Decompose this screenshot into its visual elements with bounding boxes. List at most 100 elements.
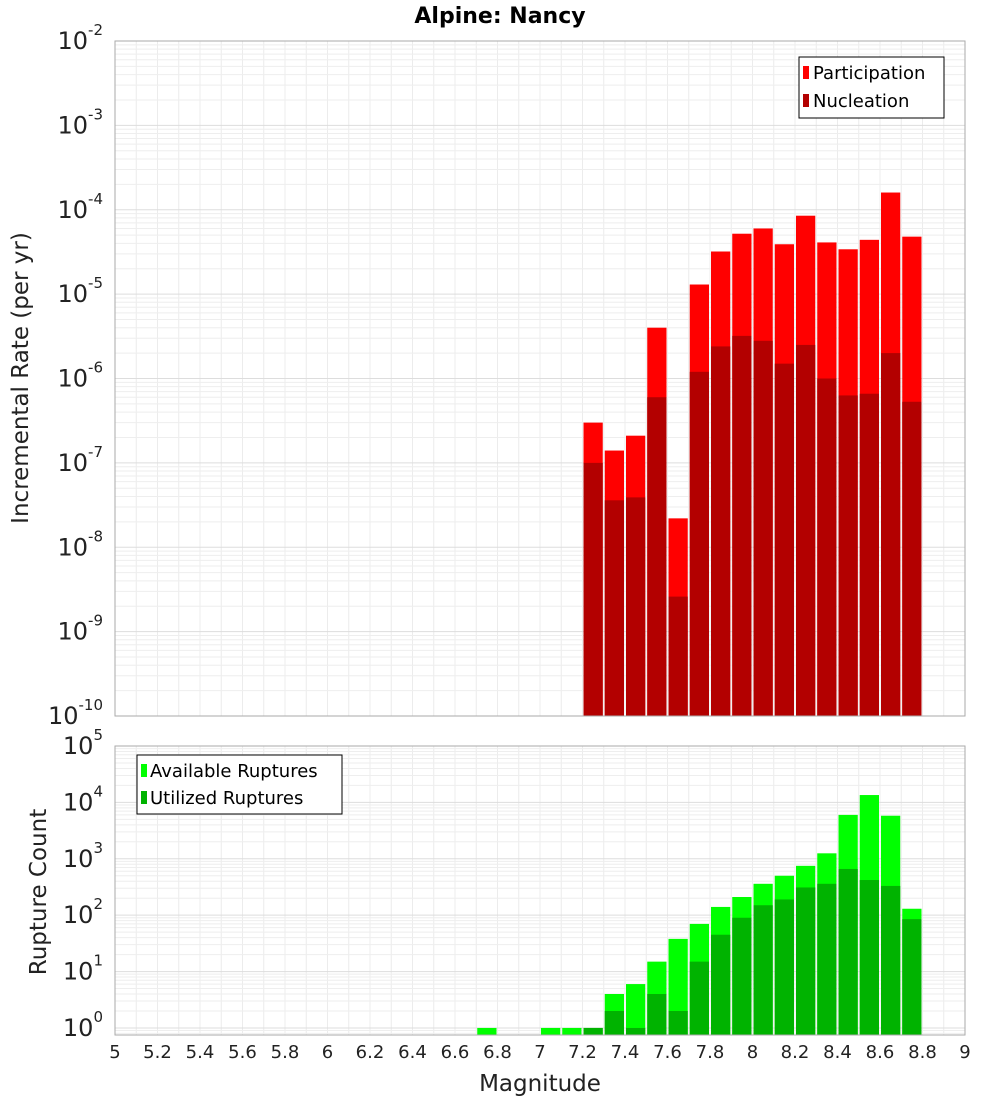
bottom-bar-series2 — [668, 1010, 688, 1035]
y-tick-label: 10-4 — [57, 190, 103, 224]
top-bar-series2 — [859, 393, 879, 716]
y-tick-label: 10-3 — [57, 105, 103, 139]
x-tick-label: 8.6 — [866, 1042, 895, 1063]
top-bar-series2 — [732, 335, 752, 716]
legend-label-participation: Participation — [813, 63, 925, 84]
bottom-bar-series1 — [477, 1027, 497, 1035]
bottom-bar-series1 — [562, 1027, 582, 1035]
top-plot-frame — [114, 40, 966, 717]
x-tick-labels: 5 5.2 5.4 5.6 5.8 6 6.2 6.4 6.6 6.8 7 7.2 7.4 7.6 7.8 8… — [109, 1042, 970, 1063]
bottom-plot-frame — [114, 745, 966, 1036]
bottom-y-axis-label: Rupture Count — [26, 809, 52, 975]
x-tick-label: 7 — [534, 1042, 545, 1063]
legend-label-utilized: Utilized Ruptures — [150, 788, 303, 809]
top-bar-series2 — [881, 353, 901, 716]
y-tick-label: 102 — [63, 895, 103, 929]
x-tick-label: 8.4 — [823, 1042, 852, 1063]
y-tick-label: 10-7 — [57, 443, 103, 477]
top-bar-series2 — [838, 395, 858, 716]
bottom-bar-series2 — [647, 994, 667, 1035]
y-tick-label: 101 — [63, 952, 103, 986]
top-bar-series2 — [774, 363, 794, 716]
bottom-bar-series2 — [626, 1027, 646, 1035]
top-y-ticks: 10-10 10-9 10-8 10-7 10-6 10-5 10-4 10-3 10-2 — [48, 21, 103, 730]
y-tick-label: 10-5 — [57, 274, 103, 308]
y-tick-label: 10-10 — [48, 696, 103, 730]
x-tick-label: 6.4 — [398, 1042, 427, 1063]
top-legend-box — [798, 56, 945, 119]
x-tick-label: 6.6 — [441, 1042, 470, 1063]
bottom-bar-series2 — [817, 883, 837, 1035]
x-tick-label: 7.4 — [611, 1042, 640, 1063]
bottom-bar-series1 — [668, 938, 688, 1035]
x-tick-label: 5.4 — [186, 1042, 215, 1063]
bottom-bar-series2 — [838, 868, 858, 1035]
x-tick-label: 7.6 — [653, 1042, 682, 1063]
bottom-bar-series2 — [796, 887, 816, 1035]
x-tick-label: 5 — [109, 1042, 120, 1063]
y-tick-label: 10-2 — [57, 21, 103, 55]
top-bar-series2 — [626, 497, 646, 716]
y-tick-label: 103 — [63, 839, 103, 873]
top-bar-series2 — [817, 378, 837, 716]
top-bar-series2 — [604, 500, 624, 716]
y-tick-label: 10-9 — [57, 612, 103, 646]
chart-title: Alpine: Nancy — [414, 4, 585, 29]
bottom-bar-series2 — [859, 880, 879, 1035]
legend-label-nucleation: Nucleation — [813, 91, 909, 112]
top-bar-series2 — [647, 397, 667, 716]
top-bar-series2 — [711, 346, 731, 716]
top-grid — [114, 40, 966, 717]
bottom-legend: Available Ruptures Utilized Ruptures — [136, 754, 343, 815]
x-tick-label: 8.2 — [781, 1042, 810, 1063]
top-bar-series2 — [583, 462, 603, 716]
x-tick-label: 5.8 — [271, 1042, 300, 1063]
legend-swatch-available — [141, 764, 147, 777]
bottom-bars — [477, 795, 922, 1035]
y-tick-label: 10-8 — [57, 527, 103, 561]
top-bar-series2 — [668, 596, 688, 716]
x-tick-label: 5.2 — [143, 1042, 172, 1063]
x-tick-label: 7.2 — [568, 1042, 597, 1063]
x-tick-label: 9 — [959, 1042, 970, 1063]
bottom-bar-series2 — [604, 1010, 624, 1035]
x-tick-label: 5.6 — [228, 1042, 257, 1063]
x-axis-label: Magnitude — [479, 1071, 601, 1097]
x-tick-label: 7.8 — [696, 1042, 725, 1063]
y-tick-label: 100 — [63, 1008, 103, 1042]
top-bar-series2 — [796, 344, 816, 716]
x-tick-label: 8 — [747, 1042, 758, 1063]
bottom-panel: 100 101 102 103 104 105 5 5.2 5.4 5.6 5.8 6 6.2 6.4 6… — [26, 726, 971, 1097]
x-tick-label: 8.8 — [908, 1042, 937, 1063]
x-tick-label: 6.2 — [356, 1042, 385, 1063]
x-tick-label: 6 — [322, 1042, 333, 1063]
legend-swatch-utilized — [141, 791, 147, 804]
y-tick-label: 10-6 — [57, 359, 103, 393]
bottom-bar-series2 — [732, 917, 752, 1035]
bottom-bar-series2 — [689, 961, 709, 1035]
bottom-bar-series2 — [583, 1027, 603, 1035]
legend-label-available: Available Ruptures — [150, 761, 318, 782]
bottom-y-ticks: 100 101 102 103 104 105 — [63, 726, 103, 1042]
bottom-bar-series1 — [626, 984, 646, 1035]
top-bar-series2 — [689, 371, 709, 716]
bottom-bar-series2 — [774, 899, 794, 1035]
legend-swatch-participation — [803, 66, 809, 79]
bottom-bar-series2 — [881, 885, 901, 1035]
legend-swatch-nucleation — [803, 94, 809, 107]
bottom-bar-series2 — [902, 919, 922, 1035]
top-y-axis-label: Incremental Rate (per yr) — [8, 232, 34, 524]
x-tick-label: 6.8 — [483, 1042, 512, 1063]
top-bars — [583, 192, 922, 717]
top-bar-series2 — [753, 340, 773, 716]
bottom-bar-series2 — [753, 905, 773, 1035]
bottom-bar-series2 — [711, 934, 731, 1035]
bottom-legend-box — [136, 754, 343, 815]
top-bar-series2 — [902, 401, 922, 716]
top-panel: 10-10 10-9 10-8 10-7 10-6 10-5 10-4 10-3 10-2 In… — [8, 21, 966, 730]
top-legend: Participation Nucleation — [798, 56, 945, 119]
y-tick-label: 104 — [63, 782, 103, 816]
bottom-bar-series1 — [541, 1027, 561, 1035]
y-tick-label: 105 — [63, 726, 103, 760]
